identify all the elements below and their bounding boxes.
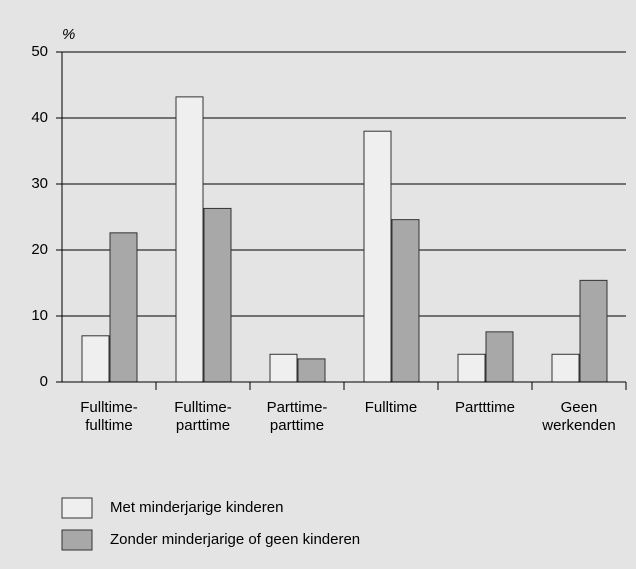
bar — [551, 353, 580, 383]
legend-label: Met minderjarige kinderen — [110, 499, 283, 516]
y-tick-label: 0 — [40, 373, 48, 390]
y-tick-label: 10 — [31, 307, 48, 324]
x-tick-label: Parttime- parttime — [266, 399, 328, 434]
y-tick-label: 50 — [31, 43, 48, 60]
x-tick-label: Fulltime — [364, 399, 418, 416]
bar — [485, 331, 514, 383]
y-tick-label: 40 — [31, 109, 48, 126]
bar — [175, 96, 204, 383]
bar — [457, 353, 486, 383]
bar — [579, 279, 608, 383]
bar — [109, 232, 138, 383]
x-tick-label: Fulltime- parttime — [174, 399, 232, 434]
legend-swatch — [61, 529, 93, 551]
bar — [269, 353, 298, 383]
bar — [363, 130, 392, 383]
bar — [203, 207, 232, 383]
y-tick-label: 30 — [31, 175, 48, 192]
legend-swatch — [61, 497, 93, 519]
bar — [81, 335, 110, 383]
x-tick-label: Partttime — [454, 399, 515, 416]
x-tick-label: Geen werkenden — [542, 399, 616, 434]
y-unit: % — [62, 26, 75, 43]
legend-label: Zonder minderjarige of geen kinderen — [110, 531, 360, 548]
x-tick-label: Fulltime- fulltime — [80, 399, 138, 434]
bar — [391, 219, 420, 383]
y-tick-label: 20 — [31, 241, 48, 258]
bar — [297, 358, 326, 383]
